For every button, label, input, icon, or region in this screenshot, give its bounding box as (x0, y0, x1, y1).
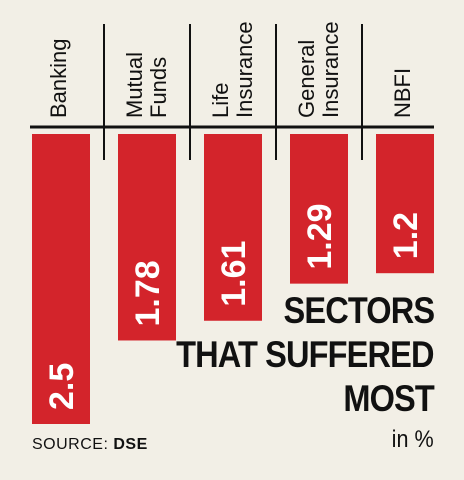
unit-label: in % (391, 426, 434, 453)
value-label-general-insurance: 1.29 (301, 203, 339, 269)
value-label-nbfi: 1.2 (387, 212, 425, 259)
category-label-nbfi-line-1: NBFI (390, 68, 415, 118)
axis-group (30, 24, 434, 160)
source-label: SOURCE: (32, 436, 109, 453)
bar-mutual-funds (118, 134, 176, 341)
chart-title-line-3: MOST (343, 378, 434, 419)
value-label-life-insurance: 1.61 (215, 241, 253, 307)
bar-banking (32, 134, 90, 424)
chart-title-line-1: SECTORS (283, 290, 435, 331)
bars-group: 2.5 1.78 1.61 1.29 1.2 (32, 134, 434, 424)
source-value: DSE (113, 436, 148, 453)
value-label-mutual-funds: 1.78 (129, 260, 167, 326)
category-label-banking-line-1: Banking (46, 38, 71, 118)
bar-general-insurance (290, 134, 348, 284)
category-label-general-insurance-line-2: Insurance (318, 21, 343, 118)
category-label-life-insurance-line-2: Insurance (232, 21, 257, 118)
category-label-life-insurance-line-1: Life (208, 83, 233, 118)
bar-nbfi (376, 134, 434, 274)
chart-title-line-2: THAT SUFFERED (176, 334, 435, 375)
category-label-mutual-funds-line-1: Mutual (122, 52, 147, 118)
source-note: SOURCE: DSE (32, 436, 148, 454)
category-label-mutual-funds-line-2: Funds (146, 57, 171, 118)
bar-life-insurance (204, 134, 262, 321)
category-label-general-insurance-line-1: General (294, 40, 319, 118)
category-labels: Banking Mutual Funds Life Insurance General In… (46, 21, 415, 118)
value-label-banking: 2.5 (43, 363, 81, 410)
